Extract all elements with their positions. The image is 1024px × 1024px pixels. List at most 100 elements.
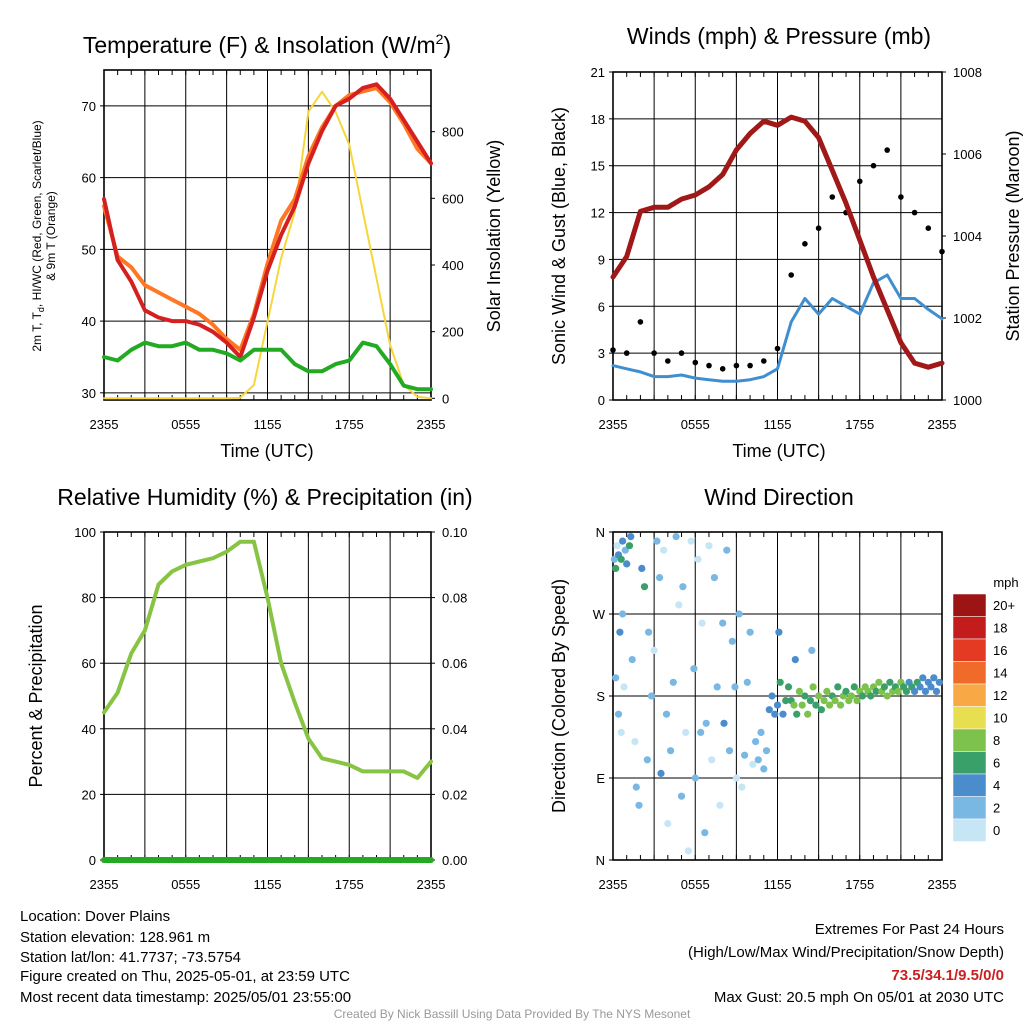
direction-point: [880, 683, 889, 691]
direction-point: [677, 792, 686, 800]
x-tick-label: 1755: [845, 417, 874, 432]
direction-point: [705, 542, 713, 550]
direction-point: [656, 574, 664, 582]
y-tick-label: 12: [591, 206, 605, 221]
legend-swatch: [952, 818, 987, 842]
direction-point: [619, 610, 627, 618]
direction-point: [932, 687, 941, 696]
x-tick-label: 2355: [90, 417, 119, 432]
direction-point: [731, 683, 739, 691]
gust-point: [733, 362, 740, 369]
direction-point: [698, 619, 706, 627]
temperature-title: Temperature (F) & Insolation (W/m2): [83, 31, 451, 58]
y2-tick-label: 800: [442, 125, 464, 140]
plot-frame: [612, 531, 943, 861]
direction-point: [793, 710, 801, 718]
winds-title: Winds (mph) & Pressure (mb): [627, 23, 931, 49]
direction-point: [664, 820, 672, 828]
figure-created: Figure created on Thu, 2025-05-01, at 23…: [20, 968, 350, 985]
direction-point: [645, 628, 653, 636]
max-gust: Max Gust: 20.5 mph On 05/01 at 2030 UTC: [714, 989, 1004, 1006]
y2-tick-label: 0.00: [442, 853, 467, 868]
direction-point: [684, 847, 693, 855]
direction-point: [612, 564, 620, 573]
y2-tick-label: 0.06: [442, 656, 467, 671]
direction-point: [801, 692, 809, 700]
x-tick-label: 2355: [417, 877, 446, 892]
legend-label: 10: [993, 711, 1007, 726]
direction-point: [716, 801, 724, 809]
humidity-line: [102, 539, 433, 780]
y2-tick-label: 0.08: [442, 591, 467, 606]
direction-point: [791, 656, 799, 664]
y2-tick-label: 0.04: [442, 722, 467, 737]
gust-point: [665, 358, 671, 364]
legend-label: 4: [993, 778, 1000, 793]
y2-tick-label: 0: [442, 391, 449, 406]
temperature-xlabel: Time (UTC): [220, 441, 313, 461]
legend-label: 14: [993, 666, 1007, 681]
station-location: Location: Dover Plains: [20, 908, 170, 925]
direction-point: [762, 747, 771, 755]
direction-ylabel: Direction (Colored By Speed): [549, 579, 569, 813]
direction-point: [719, 619, 727, 627]
direction-point: [919, 674, 927, 682]
extremes-block: Extremes For Past 24 Hours (High/Low/Max…: [688, 921, 1004, 1006]
direction-point: [725, 747, 734, 755]
temperature-panel: Temperature (F) & Insolation (W/m2) 2m T…: [30, 31, 504, 461]
direction-point: [853, 697, 861, 705]
y2-tick-label: 1008: [953, 65, 982, 80]
direction-point: [635, 801, 643, 809]
x-tick-label: 0555: [171, 877, 200, 892]
y-tick-label: S: [596, 689, 605, 704]
y2-tick-label: 200: [442, 325, 464, 340]
y-tick-label: N: [596, 525, 605, 540]
direction-point: [808, 646, 816, 655]
x-tick-label: 0555: [681, 877, 710, 892]
direction-point: [660, 546, 668, 554]
direction-point: [809, 683, 817, 691]
y2-tick-label: 0.02: [442, 787, 467, 802]
direction-point: [738, 783, 746, 791]
y-tick-label: 70: [82, 99, 96, 114]
direction-point: [728, 637, 736, 645]
direction-point: [779, 710, 787, 718]
x-tick-label: 1755: [845, 877, 874, 892]
legend-label: 6: [993, 756, 1000, 771]
legend-swatch: [952, 661, 987, 685]
direction-point: [743, 678, 751, 686]
direction-point: [749, 760, 757, 768]
humidity-title: Relative Humidity (%) & Precipitation (i…: [57, 484, 472, 510]
gust-point: [774, 345, 781, 352]
y-tick-label: E: [596, 771, 605, 786]
direction-point: [675, 601, 683, 609]
x-tick-label: 2355: [599, 877, 628, 892]
gust-point: [678, 350, 685, 356]
legend-label: 16: [993, 643, 1007, 658]
nine_m_temp-line: [102, 85, 433, 352]
direction-point: [911, 687, 919, 696]
y-tick-label: 18: [591, 112, 605, 127]
direction-point: [614, 710, 623, 718]
direction-point: [741, 751, 749, 759]
legend-label: 20+: [993, 598, 1015, 613]
legend-swatch: [952, 773, 987, 797]
direction-point: [847, 692, 856, 700]
direction-point: [902, 687, 911, 696]
plot-frame: [103, 69, 432, 401]
insolation-ylabel: Solar Insolation (Yellow): [484, 140, 504, 332]
direction-point: [823, 687, 831, 696]
gust-point: [747, 362, 753, 369]
legend-swatch: [952, 706, 987, 730]
gust-point: [939, 248, 945, 255]
direction-point: [812, 701, 820, 709]
direction-point: [732, 774, 741, 782]
direction-point: [784, 683, 793, 691]
pressure-line: [610, 114, 945, 370]
legend-swatch: [952, 796, 987, 820]
direction-point: [691, 774, 699, 782]
gust-point: [925, 225, 932, 231]
y-tick-label: 3: [598, 346, 605, 361]
direction-point: [617, 728, 625, 737]
direction-point: [697, 728, 705, 737]
